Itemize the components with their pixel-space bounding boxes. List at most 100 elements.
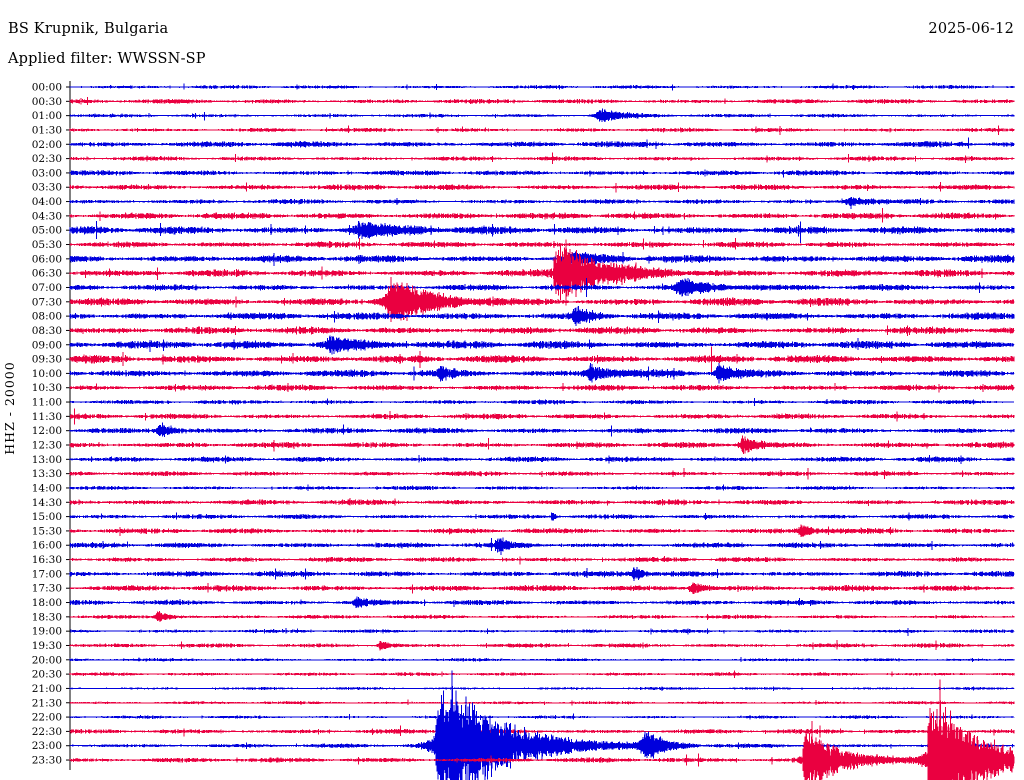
trace-row <box>69 335 1015 355</box>
trace-row <box>69 640 1015 651</box>
row-time-label: 15:30 <box>32 525 62 537</box>
row-time-label: 18:30 <box>32 611 62 623</box>
trace-row <box>69 97 1015 105</box>
trace-row <box>69 137 1015 150</box>
row-time-label: 13:00 <box>32 454 62 466</box>
seismogram-canvas: 00:00 00:30 01:00 01:30 02:00 02:30 03:00 03:30… <box>32 81 1015 780</box>
row-time-label: 18:00 <box>32 597 62 609</box>
row-time-label: 09:30 <box>32 354 62 366</box>
trace-row <box>69 567 1015 582</box>
trace-row <box>69 197 1015 209</box>
trace-row <box>69 537 1015 555</box>
applied-filter-label: Applied filter: WWSSN-SP <box>8 51 206 67</box>
row-time-label: 15:00 <box>32 511 62 523</box>
trace-event-spike <box>802 721 845 780</box>
trace-row <box>69 408 1015 425</box>
row-time-label: 12:00 <box>32 425 62 437</box>
row-time-label: 13:30 <box>32 468 62 480</box>
trace-row <box>69 305 1015 327</box>
row-time-label: 00:00 <box>32 82 62 94</box>
trace-row <box>69 512 1015 521</box>
row-time-label: 12:30 <box>32 440 62 452</box>
row-time-label: 04:30 <box>32 210 62 222</box>
row-time-label: 05:00 <box>32 225 62 237</box>
row-time-label: 09:00 <box>32 339 62 351</box>
trace-row <box>69 247 1015 297</box>
row-time-label: 17:30 <box>32 583 62 595</box>
trace-row <box>69 398 1015 406</box>
trace-row <box>69 83 1015 91</box>
trace-row <box>69 382 1015 393</box>
trace-row <box>69 611 1015 623</box>
row-time-label: 01:00 <box>32 110 62 122</box>
row-time-label: 07:00 <box>32 282 62 294</box>
row-time-label: 19:30 <box>32 640 62 652</box>
helicorder-plot-area: 00:00 00:30 01:00 01:30 02:00 02:30 03:00 03:30… <box>0 80 1024 780</box>
row-time-label: 10:00 <box>32 368 62 380</box>
row-time-label: 22:00 <box>32 712 62 724</box>
row-time-label: 03:00 <box>32 167 62 179</box>
row-time-label: 16:30 <box>32 554 62 566</box>
trace-row <box>69 346 1015 373</box>
trace-event-spike <box>927 679 970 780</box>
trace-row <box>69 628 1015 636</box>
trace-row <box>69 484 1015 492</box>
row-time-label: 21:30 <box>32 697 62 709</box>
trace-row <box>69 582 1015 595</box>
trace-row <box>69 207 1015 223</box>
trace-row <box>69 497 1015 506</box>
trace-row <box>69 152 1015 164</box>
row-time-label: 00:30 <box>32 96 62 108</box>
trace-row <box>69 362 1015 384</box>
row-time-label: 01:30 <box>32 124 62 136</box>
row-time-label: 10:30 <box>32 382 62 394</box>
trace-row <box>69 656 1015 662</box>
trace-row <box>69 699 1015 706</box>
row-time-label: 06:30 <box>32 268 62 280</box>
station-title: BS Krupnik, Bulgaria <box>8 21 169 37</box>
trace-row <box>69 467 1015 480</box>
row-time-label: 05:30 <box>32 239 62 251</box>
trace-row <box>69 251 1015 268</box>
row-time-label: 17:00 <box>32 568 62 580</box>
trace-row <box>69 435 1015 455</box>
trace-row <box>69 220 1015 244</box>
row-time-label: 02:00 <box>32 139 62 151</box>
trace-row <box>69 422 1015 437</box>
row-time-label: 23:30 <box>32 755 62 767</box>
trace-row <box>69 108 1015 122</box>
trace-row <box>69 555 1015 565</box>
row-time-label: 06:00 <box>32 253 62 265</box>
row-time-label: 23:00 <box>32 740 62 752</box>
row-time-label: 04:00 <box>32 196 62 208</box>
row-time-label: 11:00 <box>32 397 62 409</box>
trace-row <box>69 455 1015 465</box>
row-time-label: 21:00 <box>32 683 62 695</box>
trace-row <box>69 686 1015 780</box>
trace-row <box>69 237 1015 250</box>
trace-row <box>69 276 1015 323</box>
row-time-label: 20:30 <box>32 669 62 681</box>
row-time-label: 11:30 <box>32 411 62 423</box>
trace-row <box>69 596 1015 609</box>
row-time-label: 19:00 <box>32 626 62 638</box>
trace-row <box>69 524 1015 538</box>
trace-row <box>69 725 1015 738</box>
trace-row <box>69 713 1015 720</box>
row-time-label: 08:00 <box>32 311 62 323</box>
trace-row <box>69 686 1015 691</box>
trace-event-spike <box>553 239 596 306</box>
trace-row <box>69 670 1015 679</box>
row-time-label: 08:30 <box>32 325 62 337</box>
plot-date: 2025-06-12 <box>928 21 1014 37</box>
trace-row <box>69 325 1015 336</box>
trace-row <box>69 169 1015 178</box>
row-time-label: 14:30 <box>32 497 62 509</box>
row-time-label: 14:00 <box>32 482 62 494</box>
row-time-label: 16:00 <box>32 540 62 552</box>
trace-event-spike <box>435 670 478 780</box>
row-time-label: 07:30 <box>32 296 62 308</box>
row-time-label: 03:30 <box>32 182 62 194</box>
row-time-label: 22:30 <box>32 726 62 738</box>
row-time-label: 02:30 <box>32 153 62 165</box>
